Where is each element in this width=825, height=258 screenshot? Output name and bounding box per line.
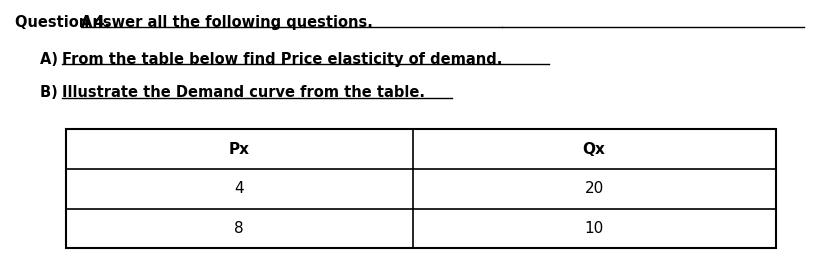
Text: Illustrate the Demand curve from the table.: Illustrate the Demand curve from the tab… bbox=[62, 85, 425, 100]
Text: 4: 4 bbox=[234, 181, 244, 196]
Text: Answer all the following questions.: Answer all the following questions. bbox=[81, 15, 373, 30]
Text: 10: 10 bbox=[584, 221, 604, 236]
Text: Px: Px bbox=[229, 142, 250, 157]
Text: Question 4.: Question 4. bbox=[15, 15, 116, 30]
Text: B): B) bbox=[40, 85, 63, 100]
Text: A): A) bbox=[40, 52, 63, 67]
Text: 8: 8 bbox=[234, 221, 244, 236]
Text: From the table below find Price elasticity of demand.: From the table below find Price elastici… bbox=[62, 52, 502, 67]
Text: Qx: Qx bbox=[582, 142, 606, 157]
Text: 20: 20 bbox=[584, 181, 604, 196]
